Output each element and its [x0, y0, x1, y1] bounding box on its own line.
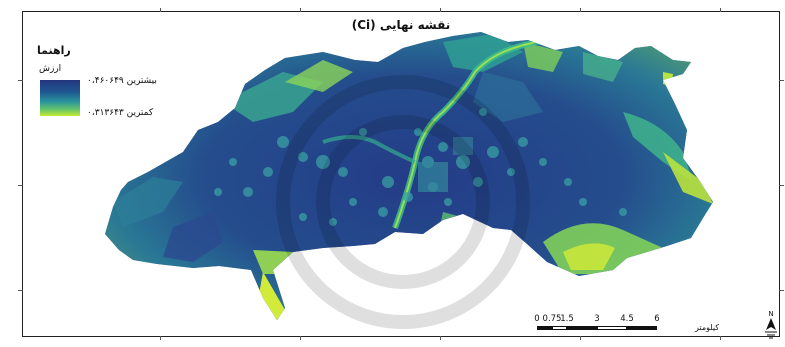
frame-tick [160, 336, 161, 340]
north-arrow-icon: N [765, 310, 777, 339]
frame-tick [779, 80, 784, 81]
frame-tick [18, 185, 23, 186]
scale-tick-label: 1.5 [560, 314, 574, 324]
frame-tick [160, 8, 161, 12]
scale-tick-label: 4.5 [620, 314, 634, 324]
map-frame: نقشه نهایی (Ci) [22, 11, 780, 339]
raster-map [105, 32, 713, 329]
legend-color-ramp [40, 80, 80, 116]
legend-min-label: کمترین ۰،۳۱۳۶۴۳ [87, 108, 154, 118]
scale-unit-label: کیلومتر [695, 323, 720, 332]
map-title: نقشه نهایی (Ci) [351, 18, 451, 32]
frame-tick [580, 336, 581, 340]
svg-text:N: N [768, 310, 773, 318]
frame-tick [300, 8, 301, 12]
frame-tick [720, 8, 721, 12]
legend-heading: راهنما [37, 44, 71, 57]
frame-tick [440, 8, 441, 12]
frame-tick [779, 185, 784, 186]
scale-segment [567, 326, 597, 330]
scale-segment [537, 326, 552, 330]
scale-segment [597, 326, 627, 330]
scale-tick-label: 3 [594, 314, 600, 324]
frame-tick [720, 336, 721, 340]
frame-tick [580, 8, 581, 12]
frame-tick [18, 80, 23, 81]
legend-field: ارزش [39, 64, 62, 74]
scale-segment [552, 326, 567, 330]
scale-bar: 0 0.75 1.5 3 4.5 6 کیلومتر [533, 314, 723, 342]
frame-tick [18, 290, 23, 291]
frame-tick [779, 290, 784, 291]
scale-tick-label: 0 [534, 314, 540, 324]
scale-tick-label: 0.75 [542, 314, 562, 324]
scale-segment [627, 326, 657, 330]
frame-tick [440, 336, 441, 340]
legend-max-label: بیشترین ۰،۴۶۰۶۴۹ [87, 76, 157, 86]
scale-tick-label: 6 [654, 314, 660, 324]
frame-tick [300, 336, 301, 340]
